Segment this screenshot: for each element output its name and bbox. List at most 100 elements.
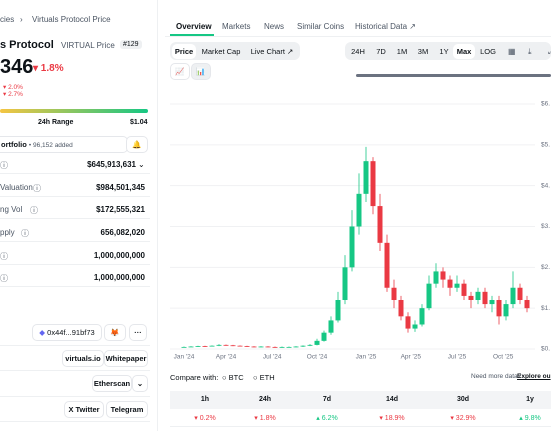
candle-body: [412, 324, 418, 329]
candle-body: [314, 340, 320, 345]
stat-value: $172,555,321: [96, 205, 145, 214]
contract-chip[interactable]: ◆ 0x44f...91bf73: [32, 324, 102, 341]
candle-body: [216, 344, 222, 346]
range-button[interactable]: 3M: [417, 47, 429, 56]
divider: [0, 286, 150, 287]
candle-body: [244, 346, 250, 347]
contract: 0x44f...91bf73: [47, 328, 95, 337]
x-tick-label: Apr '24: [216, 354, 237, 360]
chart-icon[interactable]: ⤢: [548, 47, 551, 57]
candle-body: [377, 206, 383, 243]
stat-label: pply: [0, 228, 15, 237]
candle-body: [223, 344, 229, 346]
range-label: 24h Range: [38, 119, 74, 126]
line-toggle[interactable]: 📈: [170, 63, 190, 80]
tab[interactable]: Overview: [176, 22, 212, 31]
chart-button[interactable]: Market Cap: [201, 47, 241, 56]
divider: [0, 218, 150, 219]
compare-option[interactable]: ○ BTC: [222, 373, 244, 382]
wallet-button[interactable]: 🦊: [104, 324, 126, 341]
candle-body: [188, 346, 194, 348]
x-tick-label: Jan '25: [356, 354, 377, 360]
explore-link[interactable]: Explore ou: [517, 373, 551, 380]
candle-body: [461, 283, 467, 296]
chart-button[interactable]: Price: [172, 44, 196, 59]
range-button[interactable]: 24H: [351, 47, 365, 56]
breadcrumb-sep: ›: [20, 15, 23, 24]
candle-body: [300, 345, 306, 347]
tab[interactable]: News: [264, 22, 285, 31]
y-tick-label: $4.: [541, 182, 550, 189]
y-tick-label: $2.: [541, 264, 550, 271]
perf-value: ▾ 1.8%: [254, 415, 276, 422]
candle-body: [265, 346, 271, 348]
breadcrumb[interactable]: cies: [0, 15, 15, 24]
more-button[interactable]: ···: [129, 324, 147, 341]
candle-body: [328, 320, 334, 333]
tab[interactable]: Markets: [222, 22, 251, 31]
breadcrumb[interactable]: Virtuals Protocol Price: [32, 15, 111, 24]
twitter-chip[interactable]: X Twitter: [64, 401, 104, 418]
chart-button[interactable]: Live Chart ↗: [250, 47, 294, 56]
stat-value: $645,913,631: [87, 160, 136, 169]
whitepaper-chip[interactable]: Whitepaper: [104, 350, 148, 367]
divider: [0, 345, 150, 346]
portfolio-button[interactable]: ortfolio • 96,152 added: [0, 136, 128, 153]
candle-body: [496, 300, 502, 317]
candle-body: [356, 193, 362, 227]
scrollbar[interactable]: [356, 74, 551, 77]
candle-body: [468, 295, 474, 300]
perf-value: ▾ 18.9%: [379, 415, 405, 422]
candle-body: [258, 346, 264, 348]
range-button[interactable]: LOG: [480, 47, 496, 56]
range-button[interactable]: 1M: [396, 47, 408, 56]
portfolio-added: • 96,152 added: [28, 142, 73, 149]
range-bar: [0, 109, 148, 113]
tab[interactable]: Similar Coins: [297, 22, 345, 31]
price-chart: $0. $1. $2. $3. $4. $5. $6. Jan '24 Apr '24 Jul '…: [170, 101, 550, 360]
chevron[interactable]: ⌄: [138, 160, 145, 169]
compare-option[interactable]: ○ ETH: [253, 373, 275, 382]
stat-value: 1,000,000,000: [93, 273, 145, 282]
stat-value: $984,501,345: [96, 183, 145, 192]
x-tick-label: Jan '24: [174, 354, 195, 360]
candle-body: [342, 267, 348, 300]
candle-body: [293, 346, 299, 348]
coin-symbol: VIRTUAL Price: [61, 41, 115, 50]
price: 346: [0, 56, 34, 78]
info-icon: ⓘ: [0, 252, 8, 261]
tab[interactable]: Historical Data ↗: [355, 22, 416, 31]
range-button[interactable]: Max: [453, 44, 475, 59]
candle-body: [363, 161, 369, 194]
candle-body: [209, 345, 215, 347]
info-icon: ⓘ: [0, 274, 8, 283]
x-tick-label: Oct '25: [493, 354, 514, 360]
website-chip[interactable]: virtuals.io: [62, 350, 104, 367]
candle-body: [419, 308, 425, 325]
perf-value: ▾ 32.9%: [450, 415, 476, 422]
candle-body: [349, 226, 355, 268]
chart-icon[interactable]: ⤓: [528, 47, 532, 56]
range-button[interactable]: 7D: [376, 47, 386, 56]
range-button[interactable]: 1Y: [439, 47, 449, 56]
candle-body: [181, 346, 187, 348]
explorer-chip[interactable]: Etherscan: [92, 375, 132, 392]
chart-icon[interactable]: ▦: [508, 47, 516, 56]
perf-header: 30d: [456, 396, 470, 403]
more-data: Need more data?: [471, 373, 522, 380]
candle-body: [405, 316, 411, 329]
info-icon: ⓘ: [33, 184, 41, 193]
candle-body: [391, 287, 397, 300]
candle-body: [202, 346, 208, 347]
sub-change: ▾ 2.0%: [3, 84, 23, 91]
alert-button[interactable]: 🔔: [126, 136, 148, 153]
explorer-more[interactable]: ⌄: [132, 375, 148, 392]
chart-switch: [170, 42, 300, 60]
perf-value: ▾ 0.2%: [194, 415, 216, 422]
candle-body: [272, 346, 278, 348]
compare-eth: ETH: [259, 373, 275, 382]
telegram-chip[interactable]: Telegram: [106, 401, 148, 418]
divider: [0, 196, 150, 197]
candle-toggle[interactable]: 📊: [191, 63, 211, 80]
price-change: ▾ 1.8%: [33, 63, 64, 74]
